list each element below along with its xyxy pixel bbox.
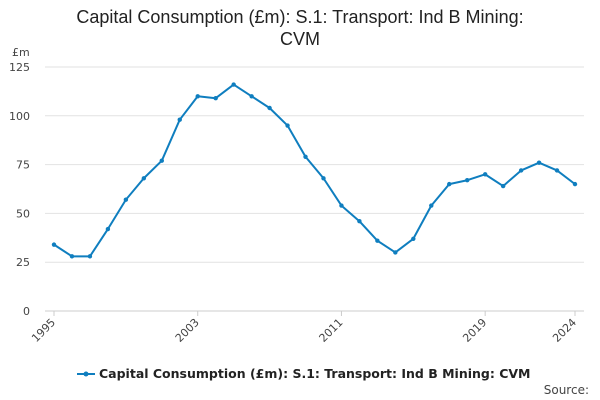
data-point-2012: [357, 219, 362, 224]
y-tick-label: 25: [16, 256, 30, 269]
legend-entry: Capital Consumption (£m): S.1: Transport…: [99, 366, 531, 381]
data-point-2010: [321, 176, 326, 181]
source-label: Source:: [544, 383, 589, 397]
x-tick-label: 2003: [173, 316, 202, 345]
data-point-2008: [285, 123, 290, 128]
data-point-2001: [159, 158, 164, 163]
data-point-2009: [303, 154, 308, 159]
data-point-2017: [447, 181, 452, 187]
data-point-2004: [213, 96, 218, 101]
y-tick-label: 50: [16, 207, 30, 220]
data-point-2013: [375, 238, 380, 243]
data-point-2005: [231, 82, 236, 87]
data-point-2003: [195, 94, 200, 99]
chart-title-line-2: CVM: [280, 29, 320, 49]
legend: Capital Consumption (£m): S.1: Transport…: [77, 366, 531, 381]
data-point-2019: [482, 172, 488, 177]
y-axis: 0 25 50 75 100 125: [9, 61, 30, 318]
series-line: [53, 83, 576, 258]
data-point-2002: [177, 117, 182, 122]
chart-title-line-1: Capital Consumption (£m): S.1: Transport…: [76, 7, 524, 27]
data-point-2000: [141, 176, 147, 181]
x-tick-label: 1995: [29, 316, 58, 345]
data-point-2015: [411, 236, 416, 241]
x-tick-label: 2024: [550, 316, 579, 345]
data-point-1998: [105, 226, 111, 232]
x-tick-label: 2019: [460, 316, 489, 345]
data-point-1996: [69, 254, 75, 259]
data-point-1999: [123, 197, 129, 202]
data-point-2007: [267, 105, 272, 111]
y-tick-label: 0: [23, 305, 30, 318]
data-point-2014: [393, 250, 398, 255]
data-point-2011: [339, 203, 344, 208]
gridlines: [45, 66, 584, 312]
data-point-2023: [554, 168, 560, 173]
data-point-2021: [518, 168, 524, 173]
data-point-2024: [572, 181, 578, 187]
data-point-2018: [465, 178, 470, 183]
y-axis-unit-label: £m: [12, 46, 30, 59]
data-point-1997: [87, 254, 93, 259]
y-tick-label: 100: [9, 110, 30, 123]
data-point-2022: [536, 160, 542, 165]
chart-title: Capital Consumption (£m): S.1: Transport…: [0, 6, 600, 50]
data-point-2016: [429, 203, 434, 208]
y-tick-label: 125: [9, 61, 30, 74]
data-point-2006: [249, 94, 254, 99]
data-point-1995: [51, 242, 57, 247]
data-point-2020: [500, 183, 506, 189]
x-tick-label: 2011: [317, 316, 346, 345]
y-tick-label: 75: [16, 159, 30, 172]
x-axis: 1995 2003 2011 2019 2024: [29, 311, 579, 345]
legend-swatch-marker: [83, 371, 89, 377]
plot-area: [51, 82, 578, 259]
